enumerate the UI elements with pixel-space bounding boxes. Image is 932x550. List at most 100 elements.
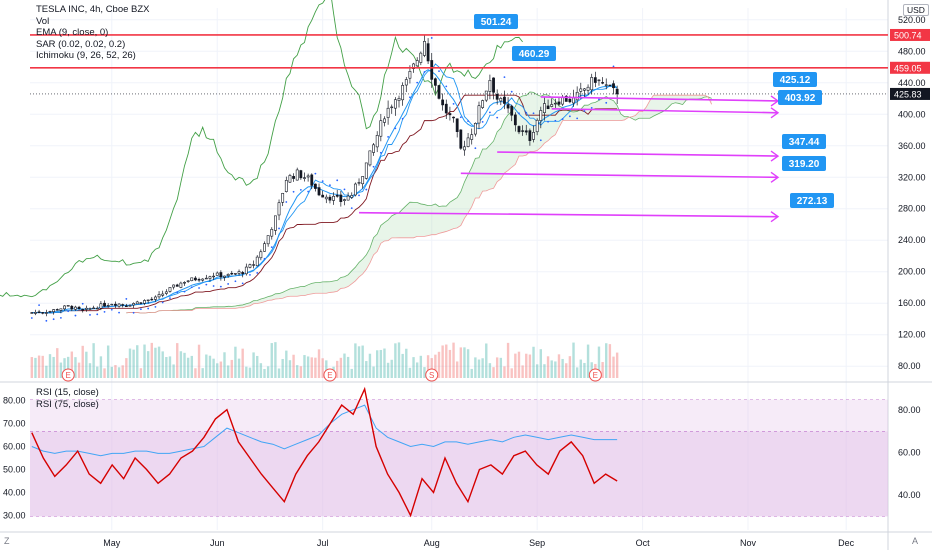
candle-body[interactable] <box>593 77 597 83</box>
legend-title[interactable]: TESLA INC, 4h, Cboe BZX <box>36 4 150 15</box>
candle-body[interactable] <box>423 41 426 56</box>
candle-body[interactable] <box>408 71 412 79</box>
candle-body[interactable] <box>41 312 45 314</box>
candle-body[interactable] <box>328 196 332 201</box>
candle-body[interactable] <box>441 99 445 106</box>
candle-body[interactable] <box>401 85 405 101</box>
candle-body[interactable] <box>88 308 92 310</box>
candle-body[interactable] <box>252 264 255 266</box>
candle-body[interactable] <box>284 180 288 192</box>
candle-body[interactable] <box>121 304 125 306</box>
candle-body[interactable] <box>124 305 128 307</box>
candle-body[interactable] <box>503 96 506 104</box>
candle-body[interactable] <box>226 274 230 276</box>
candle-body[interactable] <box>364 162 368 179</box>
candle-body[interactable] <box>506 104 510 109</box>
candle-body[interactable] <box>448 113 452 116</box>
candle-body[interactable] <box>34 312 37 314</box>
legend-rsi15[interactable]: RSI (15, close) <box>36 387 99 398</box>
candle-body[interactable] <box>419 52 423 63</box>
candle-body[interactable] <box>557 101 561 105</box>
candle-body[interactable] <box>77 306 81 309</box>
candle-body[interactable] <box>564 95 568 102</box>
candle-body[interactable] <box>74 306 77 310</box>
candle-body[interactable] <box>303 177 306 179</box>
candle-body[interactable] <box>546 105 550 110</box>
candle-body[interactable] <box>208 276 212 279</box>
candle-body[interactable] <box>372 144 375 153</box>
candle-body[interactable] <box>197 279 201 281</box>
candle-body[interactable] <box>390 106 394 109</box>
candle-body[interactable] <box>590 77 594 91</box>
candle-body[interactable] <box>332 195 335 201</box>
target-arrow-line[interactable] <box>359 211 779 218</box>
candle-body[interactable] <box>259 251 263 259</box>
candle-body[interactable] <box>52 309 56 312</box>
candle-body[interactable] <box>99 303 103 309</box>
candle-body[interactable] <box>430 60 434 80</box>
candle-body[interactable] <box>135 301 139 305</box>
callout-box[interactable] <box>778 90 822 105</box>
candle-body[interactable] <box>103 302 106 307</box>
candle-body[interactable] <box>292 176 295 179</box>
candle-body[interactable] <box>143 300 146 304</box>
candle-body[interactable] <box>375 135 379 148</box>
candle-body[interactable] <box>244 266 248 275</box>
candle-body[interactable] <box>164 291 168 294</box>
candle-body[interactable] <box>615 88 619 95</box>
candle-body[interactable] <box>132 303 136 306</box>
candle-body[interactable] <box>313 183 317 189</box>
candle-body[interactable] <box>517 126 521 133</box>
candle-body[interactable] <box>190 277 194 281</box>
callout-box[interactable] <box>474 14 518 29</box>
candle-body[interactable] <box>248 264 252 268</box>
candle-body[interactable] <box>295 169 299 181</box>
candle-body[interactable] <box>437 85 441 99</box>
candle-body[interactable] <box>44 312 48 314</box>
candle-body[interactable] <box>532 132 535 140</box>
candle-body[interactable] <box>310 174 314 186</box>
legend-volume[interactable]: Vol <box>36 15 50 27</box>
candle-body[interactable] <box>59 308 63 311</box>
callout-box[interactable] <box>773 72 817 87</box>
candle-body[interactable] <box>379 120 383 137</box>
timezone-button[interactable]: Z <box>4 536 10 546</box>
candle-body[interactable] <box>30 312 34 314</box>
event-marker[interactable] <box>588 368 602 382</box>
candle-body[interactable] <box>324 196 328 200</box>
candle-body[interactable] <box>154 296 157 300</box>
candle-body[interactable] <box>84 307 88 310</box>
candle-body[interactable] <box>179 282 183 288</box>
rsi-pane[interactable]: 30.00 40.00 50.00 60.00 70.00 80.00 40.00 60.00… <box>3 386 921 521</box>
candle-body[interactable] <box>37 311 41 314</box>
rsi15-line[interactable] <box>31 386 618 518</box>
candle-body[interactable] <box>255 256 259 267</box>
candle-body[interactable] <box>477 105 481 124</box>
candle-body[interactable] <box>488 80 492 92</box>
candle-body[interactable] <box>92 307 96 310</box>
candle-body[interactable] <box>81 309 85 311</box>
legend-rsi75[interactable]: RSI (75, close) <box>36 398 99 410</box>
candle-body[interactable] <box>204 277 208 280</box>
candle-body[interactable] <box>463 146 466 151</box>
annotations[interactable]: 501.24 460.29 425.12 403.92 347.44 319.20 272.… <box>30 14 930 382</box>
candle-body[interactable] <box>452 116 455 119</box>
candle-body[interactable] <box>470 134 474 140</box>
candle-body[interactable] <box>572 97 575 104</box>
candle-body[interactable] <box>335 194 339 197</box>
candle-body[interactable] <box>95 307 99 310</box>
candle-body[interactable] <box>274 215 277 231</box>
candle-body[interactable] <box>215 272 219 276</box>
candle-body[interactable] <box>575 91 579 101</box>
candle-body[interactable] <box>612 83 615 89</box>
candle-body[interactable] <box>426 43 430 62</box>
candle-body[interactable] <box>128 305 132 307</box>
candle-body[interactable] <box>513 114 517 126</box>
candle-body[interactable] <box>266 235 270 245</box>
auto-scale-button[interactable]: A <box>912 536 919 546</box>
candle-body[interactable] <box>139 302 143 304</box>
candle-body[interactable] <box>535 119 539 133</box>
candle-body[interactable] <box>223 275 226 278</box>
candle-body[interactable] <box>459 129 463 149</box>
candle-body[interactable] <box>528 130 532 141</box>
